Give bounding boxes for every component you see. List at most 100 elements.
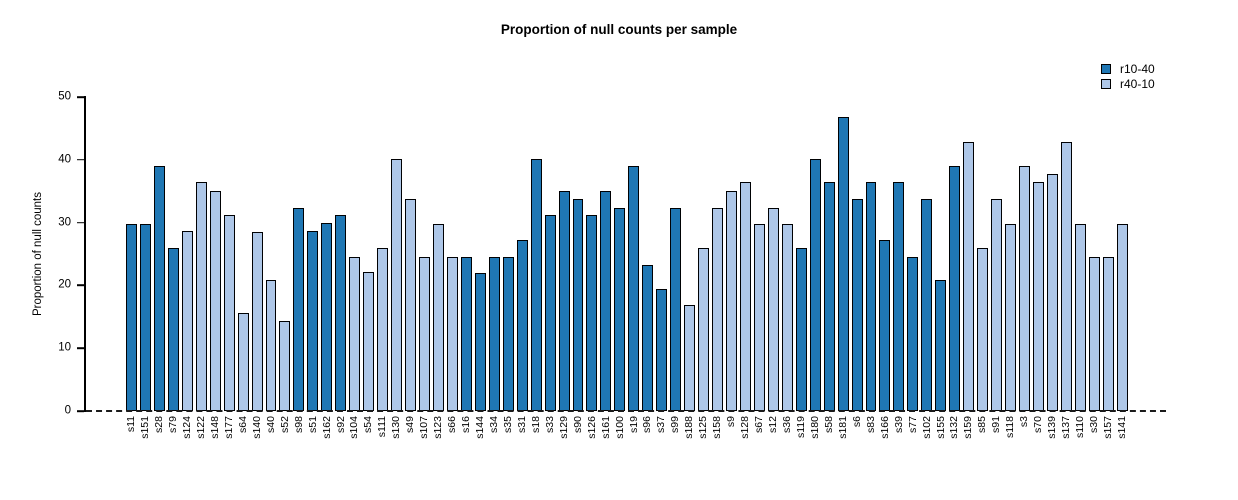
y-axis-ticks: 0 10 20 30 40 50 <box>0 91 84 416</box>
chart-title: Proportion of null counts per sample <box>500 22 738 37</box>
x-tick-label: s110 <box>1074 416 1087 438</box>
x-tick-s141: s141 <box>1115 416 1128 439</box>
bar-s6 <box>851 199 863 411</box>
x-tick-label: s90 <box>571 416 584 433</box>
bar-s148 <box>209 191 221 411</box>
bar-s129 <box>558 191 570 411</box>
x-tick-label: s18 <box>529 416 542 433</box>
x-tick-label: s12 <box>767 416 780 433</box>
y-tick-label: 20 <box>58 278 71 291</box>
x-tick-s64: s64 <box>236 416 249 433</box>
x-tick-s83: s83 <box>865 416 877 433</box>
x-tick-label: s98 <box>292 416 305 433</box>
x-tick-label: s49 <box>404 416 417 433</box>
bar-s96 <box>642 264 654 411</box>
x-tick-label: s11 <box>125 416 138 433</box>
x-tick-s151: s151 <box>139 416 152 439</box>
x-tick-s99: s99 <box>669 416 682 433</box>
x-tick-s181: s181 <box>837 416 849 439</box>
bar-s158 <box>712 207 723 411</box>
x-tick-s92: s92 <box>334 416 347 433</box>
x-tick-label: s151 <box>139 416 152 439</box>
bar-s162 <box>321 222 333 411</box>
x-tick-s18: s18 <box>529 416 542 433</box>
bar-s35 <box>502 257 514 411</box>
x-tick-s100: s100 <box>614 416 626 439</box>
bar-s188 <box>684 304 696 411</box>
bar-s90 <box>572 199 584 411</box>
x-tick-s155: s155 <box>934 416 947 439</box>
bar-s64 <box>237 313 249 411</box>
bar-s11 <box>126 223 137 411</box>
x-tick-label: s162 <box>320 416 333 439</box>
x-tick-label: s9 <box>725 416 738 428</box>
x-tick-s111: s111 <box>376 416 388 437</box>
x-tick-label: s104 <box>348 416 361 439</box>
x-tick-label: s16 <box>460 416 473 433</box>
bar-s123 <box>432 223 444 411</box>
bar-s157 <box>1102 257 1114 411</box>
bar-s118 <box>1005 223 1016 411</box>
bar-s181 <box>837 117 849 411</box>
bar-s128 <box>739 182 751 411</box>
bar-s130 <box>391 158 403 411</box>
x-tick-s162: s162 <box>320 416 333 439</box>
x-tick-label: s99 <box>669 416 682 433</box>
x-tick-s124: s124 <box>181 416 193 439</box>
bar-s139 <box>1046 174 1058 411</box>
x-tick-s6: s6 <box>851 416 863 427</box>
bar-s30 <box>1088 257 1100 411</box>
x-tick-s177: s177 <box>223 416 235 439</box>
bar-s28 <box>153 166 165 411</box>
x-tick-s161: s161 <box>599 416 612 439</box>
x-tick-label: s123 <box>432 416 445 439</box>
x-tick-s128: s128 <box>739 416 751 439</box>
bar-s102 <box>921 199 933 411</box>
x-tick-label: s51 <box>306 416 319 433</box>
x-tick-label: s92 <box>334 416 347 433</box>
y-tick-mark <box>77 284 84 287</box>
x-tick-label: s130 <box>390 416 403 439</box>
x-tick-s36: s36 <box>781 416 794 433</box>
x-tick-label: s126 <box>585 416 598 439</box>
bar-s98 <box>293 207 305 411</box>
x-tick-label: s155 <box>934 416 947 439</box>
x-tick-s66: s66 <box>446 416 458 433</box>
x-tick-label: s33 <box>543 416 556 433</box>
legend-swatch-r40-10 <box>1101 78 1111 89</box>
y-tick-mark <box>77 159 84 161</box>
x-tick-s96: s96 <box>641 416 654 433</box>
x-tick-label: s36 <box>781 416 794 433</box>
bar-s67 <box>753 223 765 411</box>
y-axis-line <box>84 96 86 412</box>
bar-s166 <box>879 239 891 411</box>
x-tick-s67: s67 <box>753 416 766 433</box>
x-tick-label: s67 <box>753 416 766 433</box>
x-tick-s107: s107 <box>418 416 430 439</box>
y-tick-label: 40 <box>58 153 71 166</box>
x-tick-s70: s70 <box>1032 416 1044 433</box>
x-tick-label: s31 <box>515 416 528 433</box>
bar-s3 <box>1019 166 1030 411</box>
bar-s58 <box>823 182 835 411</box>
y-tick-label: 30 <box>58 215 71 228</box>
x-tick-s35: s35 <box>502 416 514 433</box>
x-tick-label: s64 <box>236 416 249 433</box>
legend-item-r40-10: r40-10 <box>1101 76 1155 91</box>
bar-s40 <box>265 280 277 411</box>
x-tick-label: s39 <box>892 416 905 433</box>
y-tick-mark <box>77 96 84 98</box>
bar-s144 <box>474 272 486 411</box>
x-tick-s90: s90 <box>571 416 584 433</box>
x-tick-label: s180 <box>808 416 821 439</box>
bar-s151 <box>139 223 151 411</box>
bar-s36 <box>781 223 793 411</box>
bar-s111 <box>377 247 389 411</box>
x-tick-label: s161 <box>599 416 612 439</box>
x-tick-label: s96 <box>641 416 654 433</box>
x-tick-label: s141 <box>1115 416 1128 439</box>
bar-s16 <box>460 257 472 411</box>
bar-s126 <box>586 215 598 411</box>
x-tick-s148: s148 <box>209 416 221 439</box>
